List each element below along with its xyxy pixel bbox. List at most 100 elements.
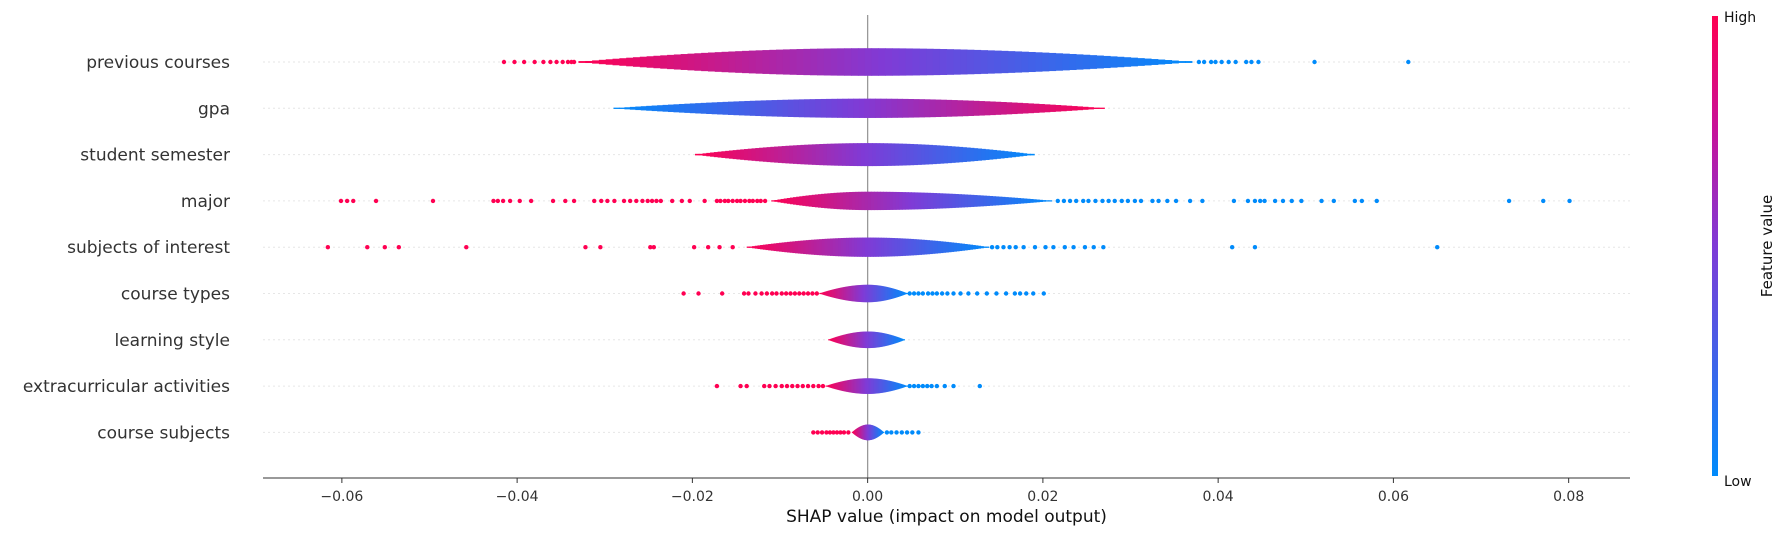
outlier-point: [1252, 245, 1258, 250]
violin-slice: [827, 290, 829, 297]
outlier-point: [571, 59, 577, 65]
outlier-point: [1021, 245, 1026, 250]
violin-slice: [698, 153, 704, 156]
violin-slice: [858, 285, 860, 302]
violin-slice: [1171, 60, 1179, 64]
outlier-point: [911, 291, 917, 296]
outlier-point: [645, 198, 650, 204]
violin-slice: [1048, 52, 1057, 72]
outlier-point: [792, 291, 798, 296]
violin-slice: [789, 241, 793, 253]
violin-slice: [902, 238, 906, 256]
violin-slice: [884, 286, 887, 301]
violin-slice: [906, 292, 908, 295]
violin-slice: [796, 145, 802, 165]
violin-slice: [765, 244, 769, 251]
x-tick-label: −0.02: [671, 489, 714, 505]
violin-slice: [888, 287, 891, 300]
violin-slice: [879, 332, 882, 348]
outlier-point: [811, 383, 816, 389]
violin-slice: [946, 49, 954, 75]
violin-slice: [618, 107, 626, 109]
outlier-point: [934, 291, 940, 296]
violin-slice: [901, 338, 904, 341]
violin-slice: [1116, 56, 1125, 68]
violin-slice: [869, 98, 876, 118]
violin-slice: [1035, 52, 1043, 72]
violin-slice: [985, 149, 990, 160]
violin-slice: [834, 383, 837, 390]
outlier-point: [649, 198, 655, 204]
violin-slice: [639, 56, 648, 68]
outlier-point: [810, 291, 815, 296]
violin-slice: [789, 49, 798, 75]
violin-slice: [784, 242, 788, 253]
violin-slice: [770, 146, 775, 163]
violin-slice: [835, 336, 838, 343]
outlier-point: [920, 291, 926, 296]
violin-slice: [838, 382, 840, 391]
violin-slice: [722, 101, 729, 115]
violin-slice: [849, 379, 851, 393]
violin-slice: [918, 99, 925, 118]
violin-slice: [769, 49, 777, 75]
violin-slice: [840, 335, 843, 345]
violin-slice: [865, 378, 867, 394]
outlier-point: [1067, 198, 1073, 204]
violin-slice: [940, 241, 944, 254]
violin-slice: [762, 147, 768, 162]
violin-slice: [839, 192, 844, 210]
violin-slice: [883, 286, 886, 301]
violin-slice: [829, 338, 832, 341]
violin-slice: [945, 241, 949, 253]
violin-slice: [894, 238, 898, 257]
violin-slice: [787, 241, 791, 253]
outlier-point: [1319, 198, 1324, 204]
violin-slice: [995, 101, 1002, 115]
outlier-point: [554, 59, 559, 65]
violin-slice: [783, 198, 788, 204]
violin-slice: [890, 334, 892, 345]
violin-slice: [1022, 103, 1029, 114]
violin-slice: [1082, 106, 1089, 110]
violin-slice: [867, 331, 869, 349]
violin-slice: [886, 287, 889, 300]
violin-slice: [1042, 200, 1047, 202]
violin-slice: [762, 244, 767, 250]
violin-slice: [885, 286, 888, 301]
outlier-point: [773, 383, 778, 389]
violin-slice: [901, 291, 903, 296]
violin-slice: [898, 143, 903, 166]
violin-slice: [932, 240, 936, 254]
violin-slice: [829, 339, 831, 341]
violin-slice: [902, 291, 904, 296]
violin-slice: [835, 288, 838, 299]
outlier-point: [730, 198, 735, 204]
violin-slice: [1011, 151, 1016, 158]
violin-slice: [778, 242, 783, 252]
outlier-point: [958, 291, 963, 296]
violin-slice: [787, 99, 795, 117]
outlier-point: [945, 291, 950, 296]
violin-slice: [866, 378, 868, 394]
violin-slice: [831, 289, 833, 298]
violin-slice: [725, 150, 730, 159]
violin-slice: [880, 285, 883, 302]
violin-slice: [830, 384, 832, 388]
outlier-point: [1100, 198, 1105, 204]
feature-label: extracurricular activities: [23, 377, 230, 397]
violin-slice: [810, 48, 818, 76]
outlier-point: [679, 198, 685, 204]
violin-slice: [929, 240, 933, 255]
violin-slice: [899, 290, 901, 297]
violin-slice: [857, 378, 859, 394]
violin-slice: [839, 335, 841, 344]
violin-slice: [832, 383, 835, 389]
violin-slice: [1082, 54, 1091, 70]
outlier-point: [464, 245, 469, 250]
violin-slice: [816, 239, 820, 256]
violin-slice: [845, 286, 848, 301]
violin-slice: [832, 238, 836, 257]
violin-slice: [803, 48, 811, 76]
violin-slice: [893, 381, 895, 391]
